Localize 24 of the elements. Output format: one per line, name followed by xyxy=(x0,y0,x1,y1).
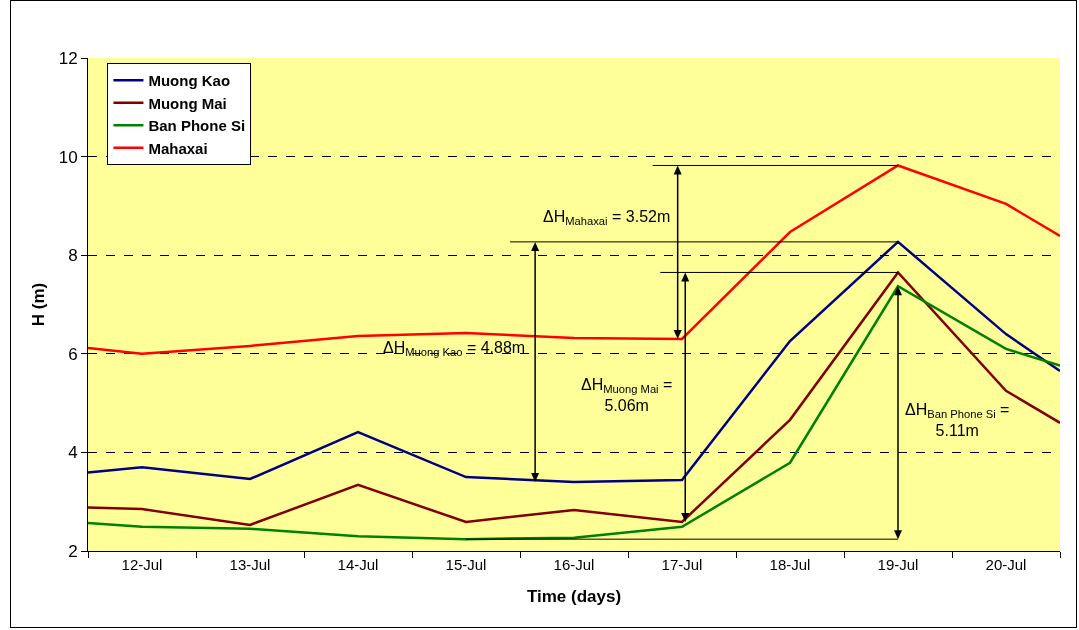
y-tick-label: 6 xyxy=(68,344,78,364)
y-tick-label: 4 xyxy=(68,443,78,463)
x-tick-label: 19-Jul xyxy=(877,556,919,573)
annotation: ΔH$_{Muong Mai}$ = 5.06m xyxy=(581,376,673,414)
x-tick-label: 15-Jul xyxy=(445,556,487,573)
x-tick-label: 17-Jul xyxy=(661,556,703,573)
x-tick-label: 14-Jul xyxy=(337,556,379,573)
x-tick-label: 18-Jul xyxy=(769,556,811,573)
legend-label: Muong Mai xyxy=(148,94,227,112)
legend-label: Muong Kao xyxy=(148,72,231,90)
text: ΔH$_{Ban Phone Si}$ = 5.11m xyxy=(905,401,1010,439)
x-tick-label: 13-Jul xyxy=(229,556,271,573)
y-tick-label: 8 xyxy=(68,246,78,266)
legend-label: Ban Phone Si xyxy=(148,117,246,135)
y-tick-label: 2 xyxy=(68,541,78,561)
y-tick-label: 12 xyxy=(58,48,78,68)
x-tick-label: 16-Jul xyxy=(553,556,595,573)
y-tick-label: 10 xyxy=(58,147,78,167)
x-tick-label: 12-Jul xyxy=(121,556,163,573)
x-tick-label: 20-Jul xyxy=(985,556,1027,573)
legend-label: Mahaxai xyxy=(148,139,208,157)
y-axis-title: H (m) xyxy=(29,282,48,327)
x-axis-title: Time (days) xyxy=(526,587,622,607)
annotation: ΔH$_{Mahaxai}$ = 3.52m xyxy=(543,208,671,228)
